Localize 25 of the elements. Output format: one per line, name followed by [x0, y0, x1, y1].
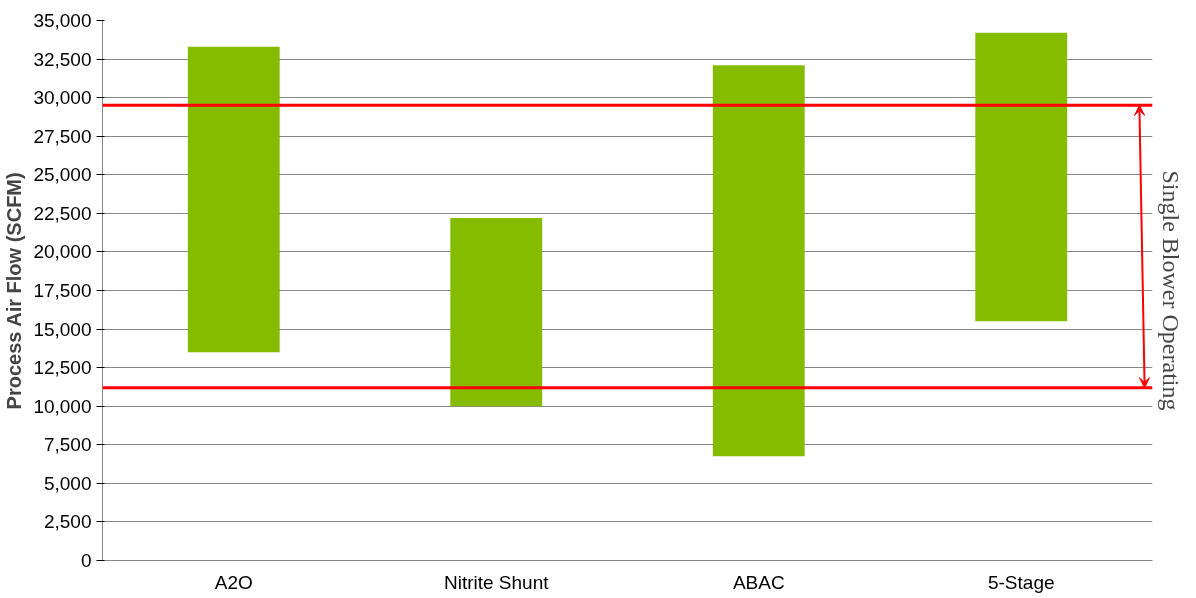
y-tick-label: 5,000: [43, 472, 92, 494]
bar: [975, 32, 1068, 322]
y-tick-label: 15,000: [33, 318, 92, 340]
bar: [450, 217, 543, 407]
y-axis-title: Process Air Flow (SCFM): [3, 172, 26, 410]
y-tick-label: 22,500: [33, 202, 92, 224]
y-tick-label: 7,500: [43, 434, 92, 456]
y-tick-label: 2,500: [43, 511, 92, 533]
x-tick-label: 5-Stage: [987, 571, 1055, 593]
y-tick-label: 30,000: [33, 87, 92, 109]
y-tick-label: 25,000: [33, 164, 92, 186]
x-tick-label: Nitrite Shunt: [443, 571, 550, 593]
y-tick-label: 12,500: [33, 357, 92, 379]
y-tick-label: 27,500: [33, 125, 92, 147]
bar: [712, 65, 805, 457]
y-tick-label: 10,000: [33, 395, 92, 417]
x-tick-label: ABAC: [732, 571, 785, 593]
y-tick-label: 17,500: [33, 280, 92, 301]
text: Single Blower Operating: [1157, 170, 1184, 411]
y-tick-label: 0: [80, 550, 92, 571]
y-tick-label: 32,500: [33, 48, 92, 70]
y-tick-label: 20,000: [33, 241, 92, 263]
y-tick-label: 35,000: [33, 10, 92, 31]
x-tick-label: A2O: [214, 571, 253, 593]
bar: [187, 46, 280, 353]
